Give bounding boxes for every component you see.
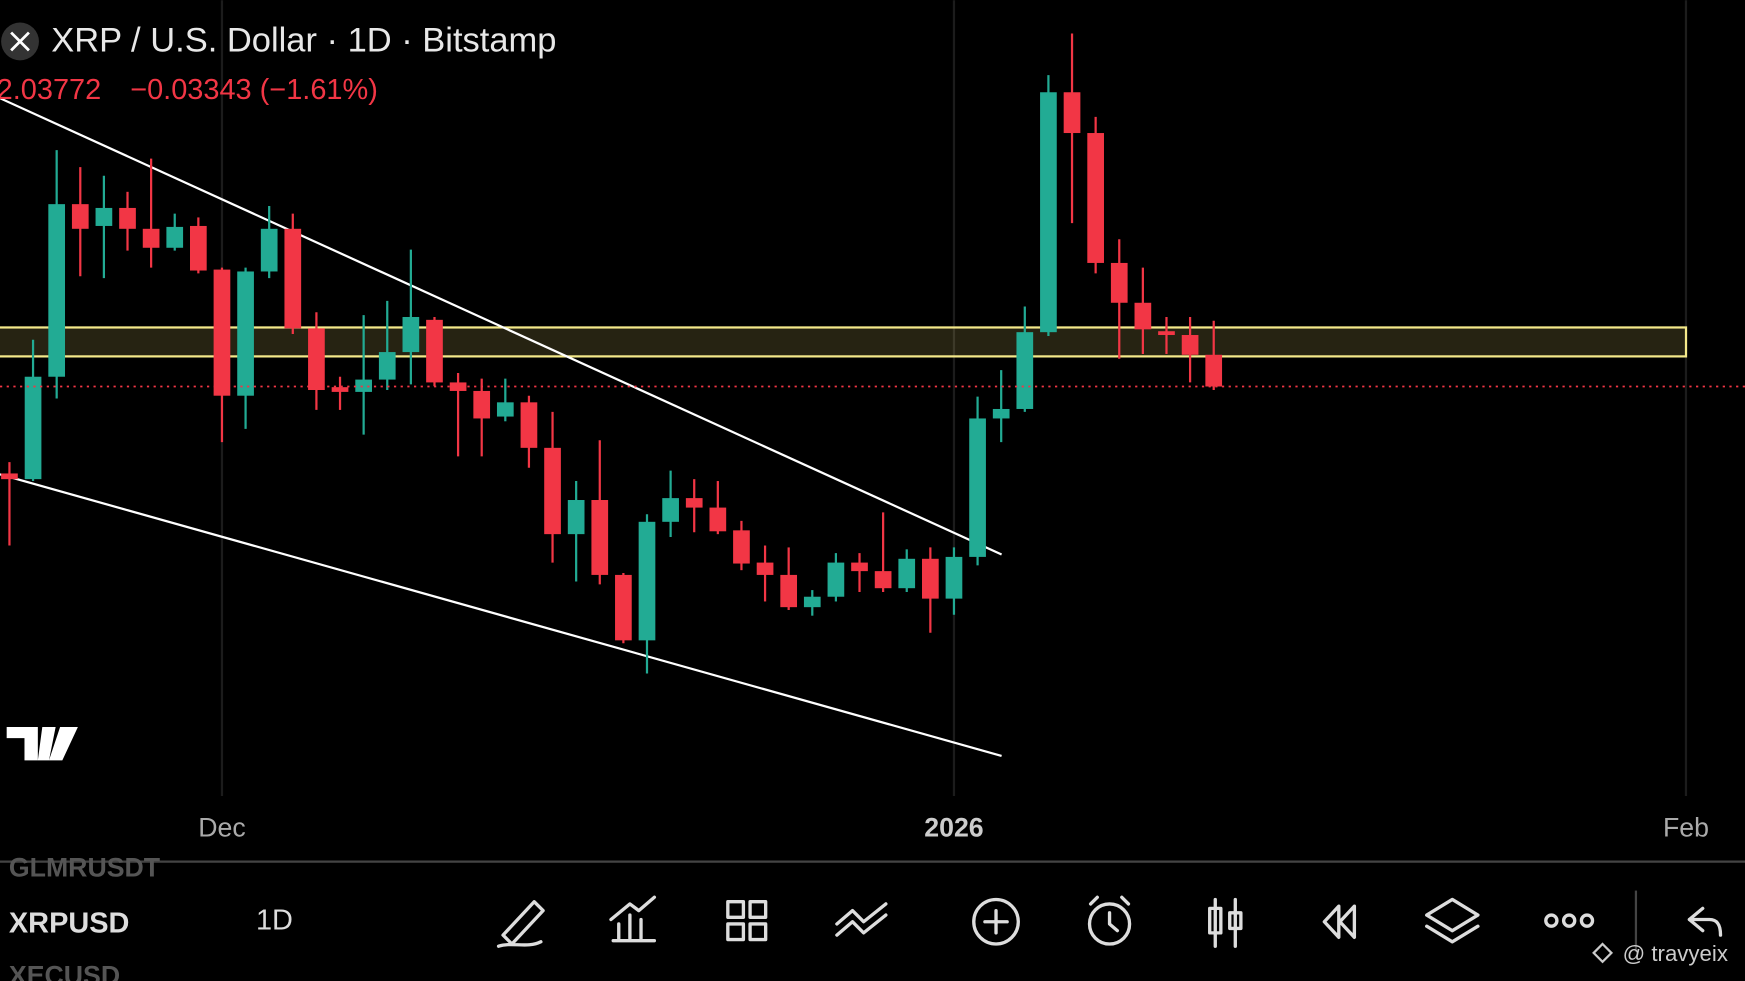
candle-body — [237, 271, 254, 396]
candle-body — [1110, 262, 1128, 303]
watermark: @ travyeix — [1623, 941, 1728, 966]
candle-body — [733, 530, 750, 564]
candle-body — [898, 558, 916, 589]
candle-body — [591, 500, 609, 575]
candle-body — [827, 562, 845, 597]
symbol-title: XRP / U.S. Dollar · 1D · Bitstamp — [51, 22, 556, 60]
add-tool[interactable] — [972, 897, 1020, 946]
candle-body — [260, 228, 278, 272]
close-icon — [10, 31, 30, 52]
x-tick-label: Dec — [198, 812, 245, 842]
candle-body — [520, 402, 538, 448]
candle-body — [142, 228, 160, 248]
candle-body — [969, 418, 986, 557]
candle-body — [685, 498, 703, 508]
interval[interactable]: 1D — [256, 904, 293, 936]
candle-body — [378, 352, 396, 380]
candle-body — [449, 382, 467, 391]
alert-tool[interactable] — [1087, 902, 1132, 946]
symbol-prev[interactable]: GLMRUSDT — [9, 852, 161, 882]
candle-body — [1205, 354, 1223, 387]
x-tick-label: Feb — [1663, 812, 1709, 842]
symbol-next[interactable]: XECUSD — [9, 960, 120, 981]
symbol-current[interactable]: XRPUSD — [9, 908, 130, 940]
candle-body — [709, 507, 727, 532]
candle-body — [1040, 92, 1057, 333]
trend-line-lower — [0, 473, 1002, 757]
undo-tool[interactable] — [1687, 906, 1723, 937]
candle-body — [331, 387, 349, 392]
candle-body — [567, 500, 585, 535]
more-dot[interactable] — [1579, 913, 1595, 928]
candle-body — [426, 319, 443, 383]
alert-icon — [1088, 895, 1131, 933]
candle-body — [756, 562, 774, 575]
chart-type-tool[interactable] — [1208, 897, 1243, 948]
more-dot[interactable] — [1561, 913, 1577, 928]
support-zone — [0, 326, 1688, 358]
candle-body — [95, 207, 113, 226]
candle-body — [190, 225, 207, 271]
candle-body — [496, 402, 514, 417]
replay-tool[interactable] — [1322, 904, 1357, 939]
candle-body — [1134, 302, 1152, 330]
candle-body — [780, 574, 798, 608]
candle-body — [945, 556, 963, 599]
candle-body — [1158, 331, 1175, 336]
candle-body — [922, 558, 939, 599]
layout-tool[interactable] — [726, 900, 768, 942]
candle-body — [851, 562, 868, 572]
trend-line-upper — [0, 97, 1003, 556]
candle-body — [308, 328, 325, 391]
candle-body — [992, 408, 1010, 419]
candle-body — [48, 204, 66, 377]
more-dot[interactable] — [1544, 913, 1559, 928]
candle-body — [1063, 92, 1081, 134]
candle-body — [166, 226, 184, 248]
candle-body — [71, 204, 89, 229]
candle-body — [119, 207, 136, 229]
draw-tool[interactable] — [496, 900, 545, 948]
candle-body — [355, 379, 372, 392]
candle-body — [803, 596, 821, 608]
x-tick-label: 2026 — [924, 812, 983, 842]
add-icon — [983, 908, 1009, 935]
candle-body — [402, 316, 420, 353]
indicators-tool[interactable] — [609, 895, 657, 943]
candle-body — [1016, 332, 1034, 409]
compare-tool[interactable] — [835, 902, 888, 937]
tradingview-logo — [6, 726, 78, 761]
candle-body — [24, 376, 42, 480]
candle-body — [615, 574, 632, 641]
candle-body — [874, 571, 892, 589]
candle-body — [284, 228, 302, 329]
last-price: 2.03772 — [0, 74, 101, 106]
candle-body — [213, 269, 231, 396]
watermark-icon — [1592, 942, 1614, 964]
price-change: −0.03343 (−1.61%) — [130, 74, 378, 106]
candle-body — [473, 390, 491, 419]
candle-body — [1181, 335, 1199, 355]
candle-body — [662, 498, 679, 522]
candle-body — [544, 447, 561, 535]
candle-body — [1, 473, 18, 480]
candles — [0, 33, 1745, 674]
layers-tool[interactable] — [1425, 897, 1480, 944]
candle-body — [638, 521, 656, 641]
candle-body — [1087, 133, 1104, 263]
